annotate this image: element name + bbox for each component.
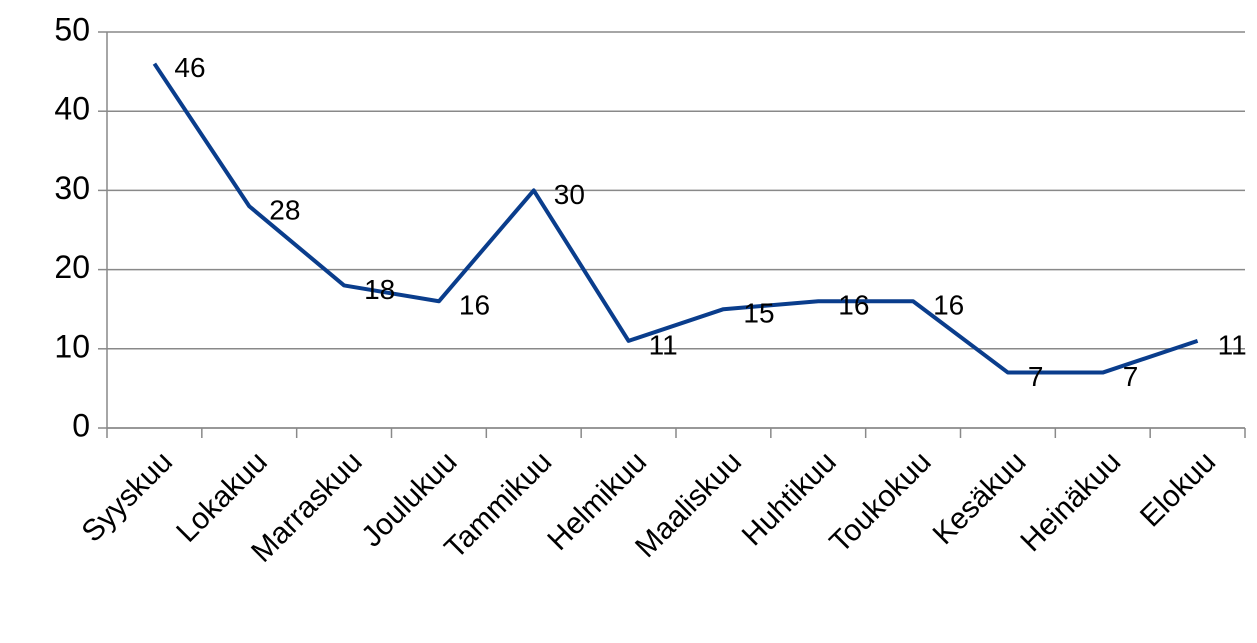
data-label: 11 bbox=[649, 329, 678, 360]
data-label: 7 bbox=[1123, 361, 1139, 392]
x-tick-label: Elokuu bbox=[1134, 445, 1222, 533]
y-tick-label: 20 bbox=[54, 249, 90, 285]
data-label: 30 bbox=[554, 179, 585, 210]
data-label: 16 bbox=[459, 290, 490, 321]
data-label: 7 bbox=[1028, 361, 1044, 392]
data-label: 28 bbox=[269, 195, 300, 226]
data-label: 16 bbox=[933, 290, 964, 321]
data-label: 16 bbox=[838, 290, 869, 321]
line bbox=[152, 62, 1199, 375]
y-tick-label: 40 bbox=[54, 91, 90, 127]
y-tick-label: 50 bbox=[54, 11, 90, 47]
x-tick-label: Syyskuu bbox=[75, 445, 179, 549]
y-tick-label: 0 bbox=[72, 407, 90, 443]
y-tick-label: 10 bbox=[54, 328, 90, 364]
y-tick-label: 30 bbox=[54, 170, 90, 206]
data-label: 11 bbox=[1218, 329, 1247, 360]
x-tick-label: Toukokuu bbox=[823, 445, 937, 559]
data-label: 46 bbox=[174, 52, 205, 83]
data-label: 15 bbox=[743, 298, 774, 329]
data-label: 18 bbox=[364, 274, 395, 305]
x-tick-label: Heinäkuu bbox=[1014, 445, 1127, 558]
